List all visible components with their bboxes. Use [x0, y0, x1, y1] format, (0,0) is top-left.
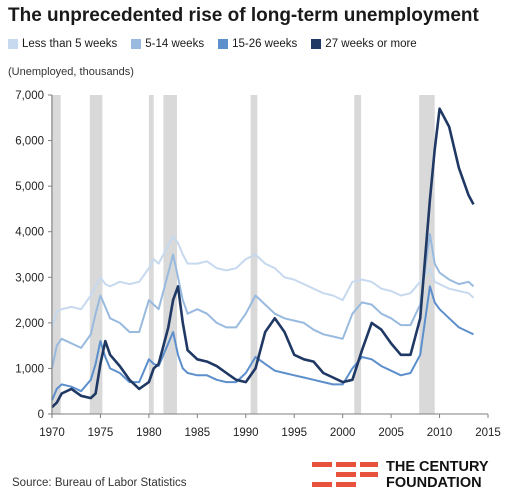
chart-legend: Less than 5 weeks 5-14 weeks 15-26 weeks…	[8, 38, 511, 50]
x-tick-label: 1990	[233, 427, 259, 439]
legend-label: 5-14 weeks	[145, 38, 205, 50]
legend-swatch	[8, 39, 18, 49]
x-tick-label: 1975	[88, 427, 114, 439]
x-tick-label: 2005	[378, 427, 404, 439]
series-line-5-14-weeks	[51, 233, 475, 369]
legend-item-27-weeks-or-more: 27 weeks or more	[311, 38, 417, 50]
series-line-27-weeks-or-more	[51, 107, 475, 409]
brand-name: THE CENTURY FOUNDATION	[386, 459, 489, 491]
recession-band	[148, 95, 154, 414]
x-tick-label: 2010	[427, 427, 453, 439]
series-line-15-26-weeks	[51, 285, 474, 401]
legend-item-5-14-weeks: 5-14 weeks	[131, 38, 204, 50]
legend-label: 27 weeks or more	[325, 38, 417, 50]
x-tick-label: 2000	[330, 427, 356, 439]
y-tick-label: 0	[38, 409, 44, 421]
brand-logo: THE CENTURY FOUNDATION	[312, 458, 512, 496]
legend-swatch	[311, 39, 322, 49]
x-tick-label: 1980	[136, 427, 162, 439]
x-tick-label: 2015	[475, 427, 501, 439]
y-tick-label: 3,000	[15, 272, 44, 284]
y-tick-label: 7,000	[15, 90, 44, 102]
recession-band	[51, 95, 61, 414]
legend-label: Less than 5 weeks	[22, 38, 118, 50]
legend-item-15-26-weeks: 15-26 weeks	[218, 38, 297, 50]
x-tick-label: 1970	[39, 427, 65, 439]
brand-line-2: FOUNDATION	[386, 475, 482, 491]
legend-item-less-than-5-weeks: Less than 5 weeks	[8, 38, 117, 50]
x-tick-label: 1985	[185, 427, 211, 439]
y-tick-label: 6,000	[15, 136, 44, 148]
brand-line-1: THE CENTURY	[386, 459, 489, 475]
brand-mark-icon	[312, 462, 378, 492]
legend-label: 15-26 weeks	[232, 38, 298, 50]
legend-swatch	[131, 39, 142, 49]
chart-title: The unprecedented rise of long-term unem…	[8, 5, 479, 26]
x-tick-label: 1995	[281, 427, 307, 439]
recession-band	[354, 95, 362, 414]
y-tick-label: 1,000	[15, 363, 44, 375]
chart-axes: 1970 1975 1980 1985 1990 1995 2000 2005 2010 2015…	[15, 90, 501, 439]
series-line-less-than-5-weeks	[51, 235, 475, 328]
legend-swatch	[218, 39, 229, 49]
y-tick-label: 2,000	[15, 318, 44, 330]
source-note: Source: Bureau of Labor Statistics	[12, 477, 187, 489]
recession-band	[89, 95, 103, 414]
y-axis-label: (Unemployed, thousands)	[8, 66, 134, 78]
series-lines	[51, 107, 475, 409]
y-tick-label: 4,000	[15, 227, 44, 239]
recession-band	[163, 95, 177, 414]
y-tick-label: 5,000	[15, 181, 44, 193]
